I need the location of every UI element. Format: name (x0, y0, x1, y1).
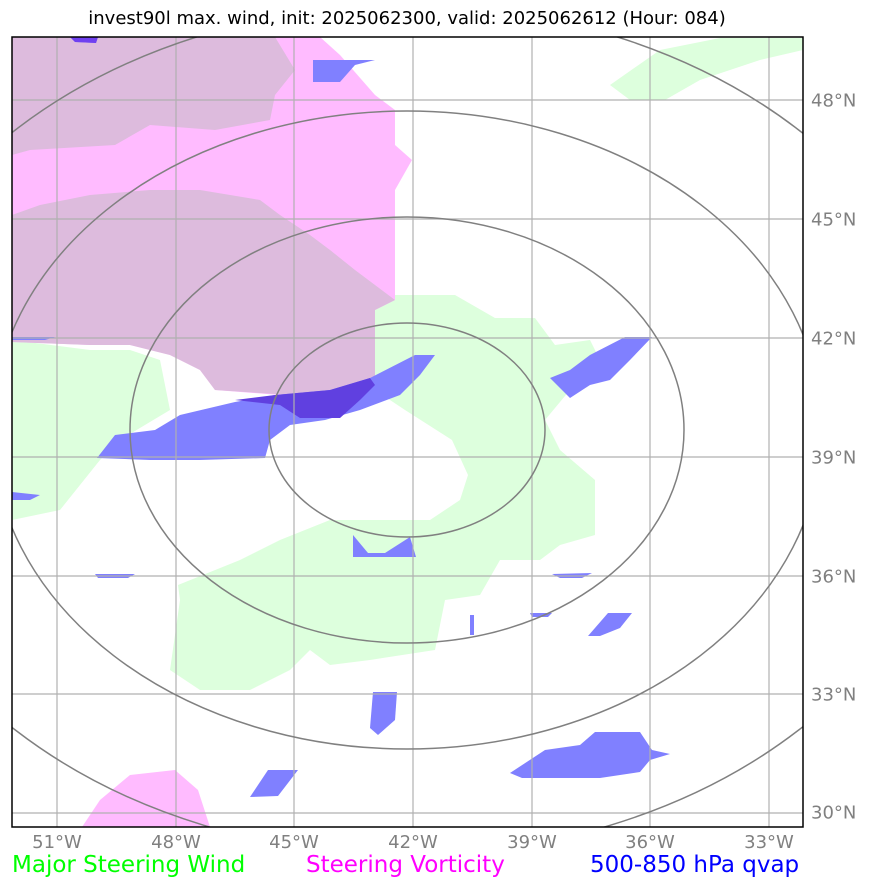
qvap-center-small (353, 535, 416, 557)
qvap-sliver-1 (470, 615, 474, 635)
qvap-west-edge (12, 492, 40, 500)
lat-tick-label: 36°N (811, 566, 857, 588)
lat-tick-label: 30°N (811, 802, 857, 824)
lon-tick-label: 39°W (507, 832, 557, 853)
qvap-patch-3 (510, 732, 670, 778)
qvap-patch-2 (370, 692, 397, 735)
lat-tick-label: 42°N (811, 328, 857, 350)
range-ring-1 (268, 322, 546, 538)
lon-tick-label: 33°W (744, 832, 794, 853)
qvap-patch-1 (588, 613, 632, 636)
lon-tick-label: 48°W (151, 832, 201, 853)
wind-area-main (170, 295, 600, 690)
map-frame (11, 36, 804, 828)
map-title: invest90l max. wind, init: 2025062300, v… (88, 8, 726, 29)
lat-tick-label: 33°N (811, 684, 857, 706)
legend-steering-vorticity: Steering Vorticity (306, 852, 505, 878)
qvap-north-dark (70, 37, 98, 43)
lat-tick-label: 45°N (811, 209, 857, 231)
qvap-east (550, 337, 652, 398)
qvap-over-vorticity (235, 378, 375, 418)
qvap-north (313, 60, 375, 82)
qvap-layer (12, 37, 670, 797)
lon-tick-label: 36°W (625, 832, 675, 853)
qvap-patch-4 (250, 770, 298, 797)
legend-steering-wind: Major Steering Wind (12, 852, 246, 878)
steering-wind-layer (12, 38, 803, 690)
vorticity-wind-overlap (12, 37, 395, 395)
lat-tick-label: 39°N (811, 447, 857, 469)
lat-lon-grid (12, 37, 803, 827)
lon-tick-label: 51°W (32, 832, 82, 853)
range-ring-2 (129, 216, 685, 644)
legend-qvap: 500-850 hPa qvap (590, 852, 800, 878)
range-ring-3 (12, 110, 803, 750)
lat-tick-label: 48°N (811, 90, 857, 112)
lon-tick-label: 45°W (269, 832, 319, 853)
wind-area-west (12, 340, 170, 520)
range-rings (12, 37, 803, 827)
lon-tick-label: 42°W (388, 832, 438, 853)
wind-area-northeast (610, 38, 803, 100)
qvap-band-main (97, 355, 435, 460)
